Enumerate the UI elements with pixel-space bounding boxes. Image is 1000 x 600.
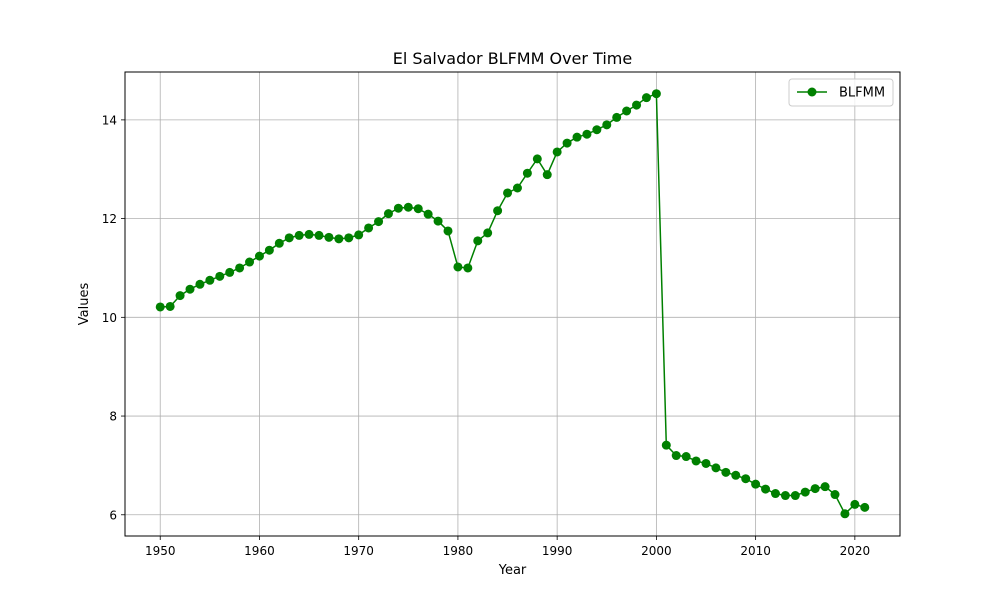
data-point [354, 230, 364, 240]
data-point [364, 223, 374, 233]
x-tick-label: 2020 [840, 544, 871, 558]
data-point [433, 216, 443, 226]
data-point [681, 452, 691, 462]
data-point [274, 238, 284, 248]
data-point [602, 120, 612, 130]
data-point [850, 499, 860, 509]
x-tick-label: 1960 [244, 544, 275, 558]
data-point [731, 470, 741, 480]
data-point [562, 138, 572, 148]
data-point [324, 232, 334, 242]
data-point [830, 490, 840, 500]
data-point [711, 463, 721, 473]
data-point [383, 209, 393, 219]
data-point [552, 147, 562, 157]
data-point [503, 188, 513, 198]
data-point [334, 234, 344, 244]
legend-marker [807, 87, 817, 97]
data-point [165, 301, 175, 311]
y-axis-label: Values [77, 283, 92, 326]
data-point [314, 230, 324, 240]
data-point [155, 302, 165, 312]
data-point [632, 100, 642, 110]
legend: BLFMM [788, 78, 894, 107]
data-point [473, 236, 483, 246]
data-point [741, 474, 751, 484]
data-point [195, 279, 205, 289]
data-point [393, 203, 403, 213]
data-point [780, 491, 790, 501]
data-point [761, 484, 771, 494]
data-point [790, 491, 800, 501]
y-tick-label: 8 [109, 410, 117, 424]
data-point [284, 233, 294, 243]
data-point [185, 284, 195, 294]
data-point [443, 226, 453, 236]
y-tick-label: 10 [102, 311, 117, 325]
data-point [215, 271, 225, 281]
data-point [205, 275, 215, 285]
data-point [751, 479, 761, 489]
data-point [463, 263, 473, 273]
data-point [582, 129, 592, 139]
data-point [592, 125, 602, 135]
data-point [651, 89, 661, 99]
y-tick-label: 14 [102, 113, 117, 127]
y-tick-label: 12 [102, 212, 117, 226]
data-point [612, 112, 622, 122]
data-point [721, 467, 731, 477]
legend-label-blfmm: BLFMM [839, 86, 885, 101]
data-point [691, 456, 701, 466]
data-point [800, 487, 810, 497]
data-point [453, 262, 463, 272]
data-point [175, 291, 185, 301]
x-tick-label: 1990 [542, 544, 573, 558]
x-axis-label: Year [498, 563, 527, 578]
data-point [264, 245, 274, 255]
chart-title: El Salvador BLFMM Over Time [393, 49, 632, 68]
data-point [235, 263, 245, 273]
data-point [572, 132, 582, 142]
grid-lines [125, 72, 900, 536]
data-point [344, 233, 354, 243]
data-point [701, 458, 711, 468]
x-tick-label: 1950 [145, 544, 176, 558]
x-tick-label: 2010 [740, 544, 771, 558]
data-point [403, 202, 413, 212]
data-point [413, 204, 423, 214]
x-tick-label: 1980 [443, 544, 474, 558]
data-point [245, 257, 255, 267]
y-axis-ticks: 6 8 10 12 14 [102, 113, 125, 522]
data-point [374, 217, 384, 227]
data-point [254, 251, 264, 261]
data-point [423, 209, 433, 219]
x-axis-ticks: 1950 1960 1970 1980 1990 2000 2010 2020 [145, 536, 870, 558]
data-point [622, 106, 632, 116]
data-point [512, 183, 522, 193]
data-point [493, 206, 503, 216]
series-layer [155, 89, 870, 519]
plot-frame [124, 71, 901, 537]
x-tick-label: 2000 [641, 544, 672, 558]
data-point [810, 484, 820, 494]
data-point [770, 489, 780, 499]
y-tick-label: 6 [109, 508, 117, 522]
data-point [671, 451, 681, 461]
data-point [641, 93, 651, 103]
data-point [532, 154, 542, 164]
data-point [294, 230, 304, 240]
data-point [522, 168, 532, 178]
data-point [225, 267, 235, 277]
data-point [661, 440, 671, 450]
data-point [840, 509, 850, 519]
x-tick-label: 1970 [343, 544, 374, 558]
data-point [483, 228, 493, 238]
data-point [304, 229, 314, 239]
data-point [820, 482, 830, 492]
data-point [542, 170, 552, 180]
legend-box [788, 78, 894, 107]
data-point [860, 502, 870, 512]
